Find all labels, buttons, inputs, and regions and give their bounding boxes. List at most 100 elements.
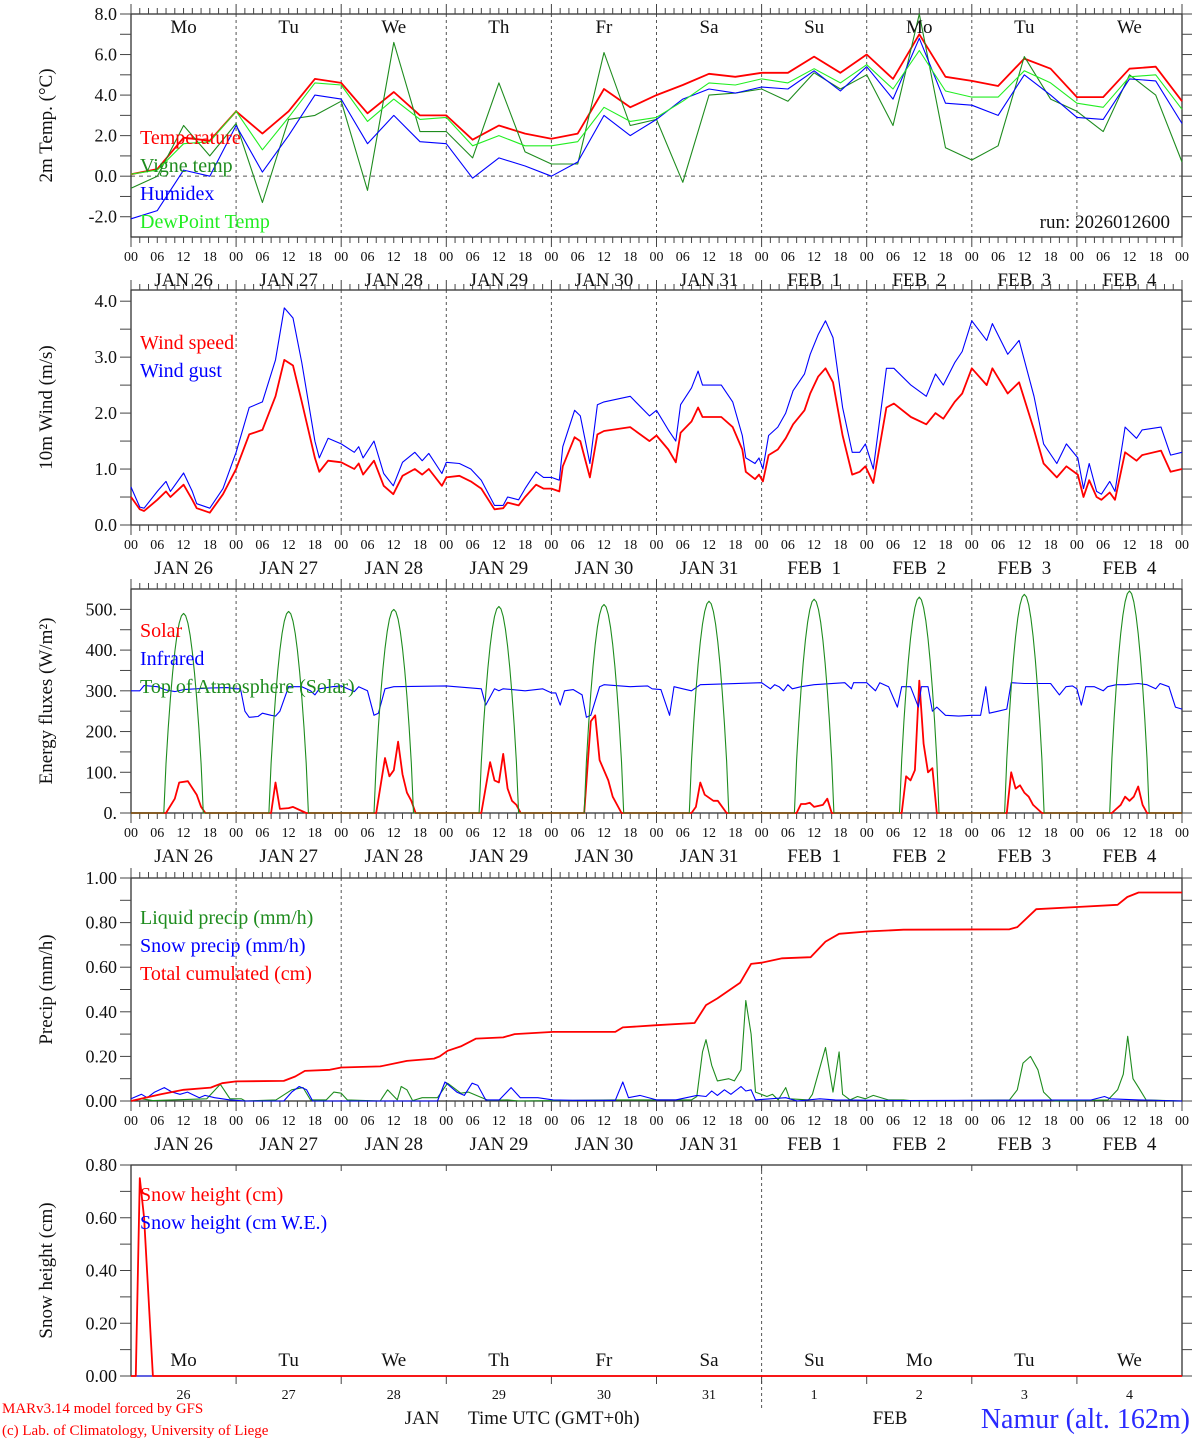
date-label: FEB 3 (997, 1134, 1051, 1155)
weekday-label: Mo (170, 1350, 196, 1371)
hour-tick-label: 12 (807, 250, 821, 265)
date-label: FEB 1 (787, 1134, 841, 1155)
hour-tick-label: 00 (544, 1114, 558, 1129)
date-label: FEB 4 (1103, 270, 1157, 291)
legend-entry: Infrared (140, 648, 204, 670)
hour-tick-label: 12 (282, 250, 296, 265)
hour-tick-label: 18 (413, 1114, 427, 1129)
hour-tick-label: 00 (650, 1114, 664, 1129)
credit-line: MARv3.14 model forced by GFS (2, 1401, 203, 1417)
date-label: JAN 30 (575, 846, 634, 867)
series-snow-height-cm (131, 1177, 1182, 1377)
legend-entry: Humidex (140, 183, 214, 205)
y-tick-label: 6.0 (95, 45, 118, 65)
hour-tick-label: 18 (728, 250, 742, 265)
hour-tick-label: 00 (755, 538, 769, 553)
date-label: JAN 26 (154, 846, 213, 867)
series-solar (131, 679, 1182, 814)
date-label: JAN 28 (364, 846, 423, 867)
hour-tick-label: 06 (781, 250, 795, 265)
hour-tick-label: 00 (650, 826, 664, 841)
weekday-label: Tu (1014, 17, 1035, 38)
x-axis-title: Time UTC (GMT+0h) (468, 1408, 640, 1429)
y-tick-label: 300. (86, 681, 118, 701)
y-tick-label: 0.20 (86, 1313, 118, 1333)
weekday-label: Tu (278, 1350, 299, 1371)
legend-entry: Total cumulated (cm) (140, 963, 312, 985)
series-liquid-precip-mm-h (130, 1000, 1183, 1102)
hour-tick-label: 12 (807, 1114, 821, 1129)
weekday-label: We (1117, 17, 1142, 38)
hour-tick-label: 12 (1017, 826, 1031, 841)
day-number-label: 26 (177, 1388, 191, 1403)
date-label: FEB 3 (997, 558, 1051, 579)
hour-tick-label: 18 (728, 826, 742, 841)
wind-panel: 00 06 12 18 00 06 12 18 00 06 12 18 00 06 12 18 00 06 12 18… (36, 280, 1192, 579)
date-label: FEB 3 (997, 270, 1051, 291)
hour-tick-label: 12 (492, 538, 506, 553)
hour-tick-label: 06 (1096, 1114, 1110, 1129)
hour-tick-label: 12 (597, 1114, 611, 1129)
hour-tick-label: 18 (203, 1114, 217, 1129)
hour-tick-label: 06 (676, 538, 690, 553)
hour-tick-label: 06 (886, 250, 900, 265)
run-label: run: 2026012600 (1040, 212, 1170, 233)
y-tick-label: 0.00 (86, 1091, 118, 1111)
date-label: FEB 4 (1103, 558, 1157, 579)
date-label: FEB 1 (787, 270, 841, 291)
hour-tick-label: 00 (124, 538, 138, 553)
hour-tick-label: 00 (334, 1114, 348, 1129)
hour-tick-label: 06 (1096, 250, 1110, 265)
date-label: JAN 27 (259, 846, 318, 867)
weekday-label: Th (488, 1350, 510, 1371)
legend-entry: Liquid precip (mm/h) (140, 907, 313, 929)
hour-tick-label: 18 (833, 538, 847, 553)
y-tick-label: 2.0 (95, 126, 118, 146)
hour-tick-label: 06 (466, 538, 480, 553)
hour-tick-label: 00 (860, 538, 874, 553)
hour-tick-label: 00 (860, 1114, 874, 1129)
y-tick-label: 0. (104, 803, 118, 823)
weekday-label: Su (804, 1350, 825, 1371)
hour-tick-label: 18 (518, 250, 532, 265)
date-label: JAN 31 (680, 270, 739, 291)
weekday-label: We (381, 1350, 406, 1371)
series-top-of-atmosphere-solar (131, 590, 1182, 814)
hour-tick-label: 12 (597, 250, 611, 265)
weekday-label: Mo (906, 17, 932, 38)
y-tick-label: 0.0 (95, 166, 118, 186)
hour-tick-label: 00 (229, 826, 243, 841)
hour-tick-label: 06 (1096, 826, 1110, 841)
weekday-label: Mo (906, 1350, 932, 1371)
hour-tick-label: 18 (518, 826, 532, 841)
hour-tick-label: 00 (124, 250, 138, 265)
hour-tick-label: 12 (1017, 250, 1031, 265)
date-label: JAN 29 (470, 1134, 529, 1155)
day-number-label: 4 (1126, 1388, 1133, 1403)
hour-tick-label: 12 (1122, 1114, 1136, 1129)
hour-tick-label: 12 (177, 250, 191, 265)
y-tick-label: 0.80 (86, 1155, 118, 1175)
hour-tick-label: 12 (912, 250, 926, 265)
y-tick-label: 100. (86, 762, 118, 782)
hour-tick-label: 00 (1175, 826, 1189, 841)
hour-tick-label: 18 (203, 826, 217, 841)
hour-tick-label: 06 (676, 250, 690, 265)
y-tick-label: 1.0 (95, 459, 118, 479)
hour-tick-label: 12 (702, 250, 716, 265)
snow-panel: 0.80 0.60 0.40 0.20 0.00 Snow height (cm) Snow… (2, 1155, 1192, 1439)
hour-tick-label: 06 (255, 538, 269, 553)
hour-tick-label: 06 (886, 538, 900, 553)
legend-entry: DewPoint Temp (140, 211, 270, 233)
series-snow-precip-mm-h (130, 1081, 1183, 1102)
hour-tick-label: 12 (1017, 538, 1031, 553)
hour-tick-label: 12 (282, 826, 296, 841)
date-label: JAN 31 (680, 558, 739, 579)
date-label: JAN 30 (575, 1134, 634, 1155)
day-number-label: 1 (811, 1388, 818, 1403)
date-label: FEB 4 (1103, 846, 1157, 867)
hour-tick-label: 00 (334, 538, 348, 553)
legend-entry: Snow height (cm W.E.) (140, 1212, 327, 1234)
y-tick-label: -2.0 (89, 207, 118, 227)
